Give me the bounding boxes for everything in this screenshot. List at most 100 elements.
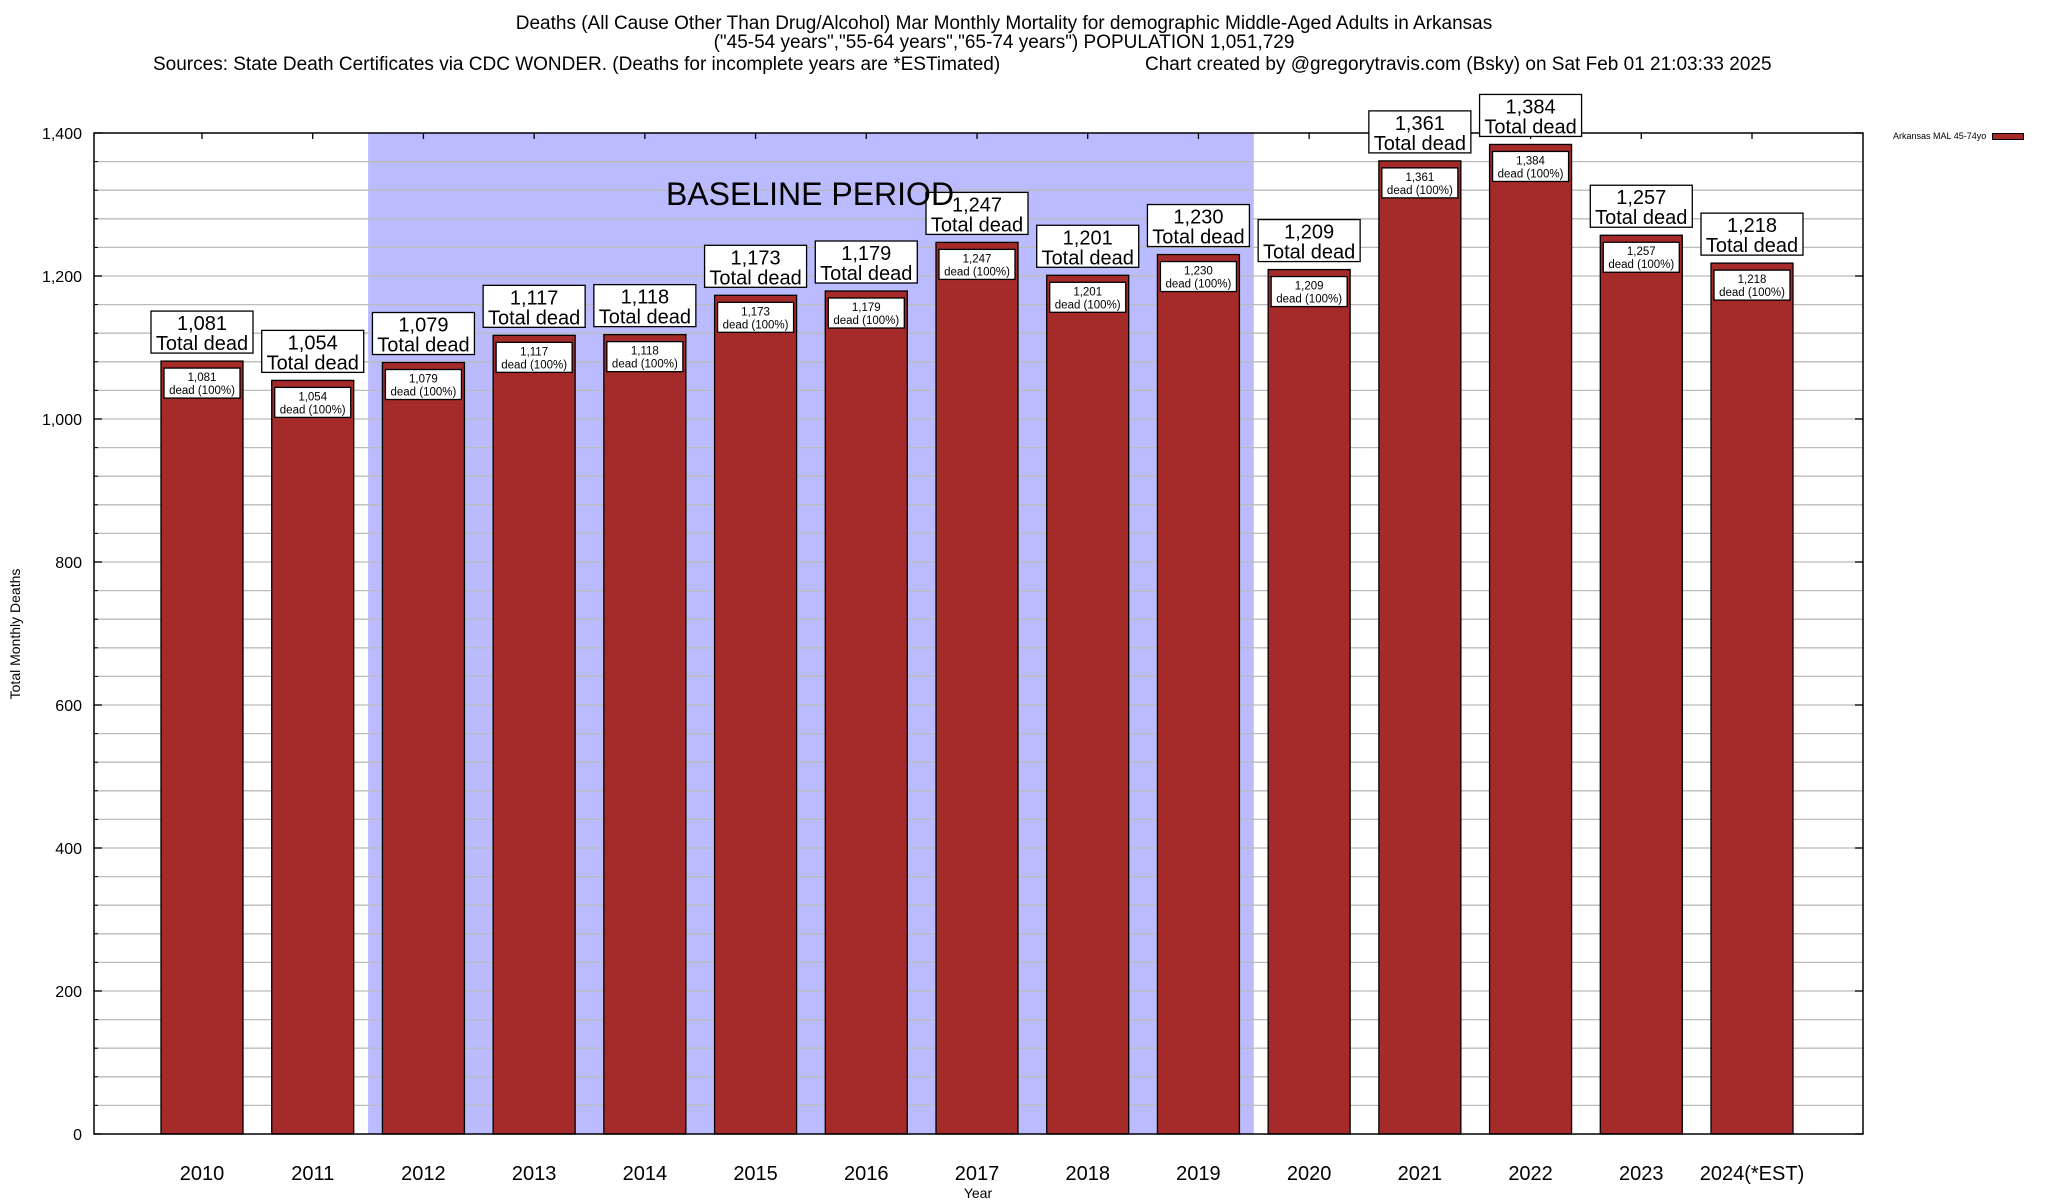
total-label-text: Total dead	[488, 307, 580, 329]
bar-2015	[713, 294, 798, 1135]
total-label-value: 1,247	[952, 194, 1002, 216]
total-label-value: 1,179	[841, 243, 891, 265]
inner-label-value: 1,173	[741, 306, 770, 318]
inner-label-percent: dead (100%)	[1165, 279, 1231, 291]
credit-note: Chart created by @gregorytravis.com (Bsk…	[1145, 54, 1772, 75]
inner-label-percent: dead (100%)	[1498, 168, 1564, 180]
inner-label-percent: dead (100%)	[280, 404, 346, 416]
inner-label-percent: dead (100%)	[833, 315, 899, 327]
x-tick-label: 2014	[623, 1163, 668, 1185]
bar-2017	[935, 241, 1019, 1135]
inner-label-box	[606, 340, 684, 373]
sources-note: Sources: State Death Certificates via CD…	[153, 54, 1001, 75]
baseline-period-label: BASELINE PERIOD	[666, 176, 954, 212]
inner-label-percent: dead (100%)	[390, 387, 456, 399]
x-tick-label: 2021	[1398, 1163, 1443, 1185]
legend: Arkansas MAL 45-74yo	[1893, 131, 2025, 141]
bar-2010	[160, 360, 244, 1135]
inner-label-box	[1602, 241, 1680, 273]
inner-label-value: 1,209	[1295, 281, 1324, 293]
y-axis-label: Total Monthly Deaths	[7, 569, 23, 700]
inner-label-box	[827, 297, 905, 329]
inner-label-box	[716, 301, 795, 333]
bar-2023	[1599, 234, 1683, 1135]
inner-label-box	[274, 386, 352, 419]
total-label-box	[1146, 203, 1251, 248]
total-label-value: 1,117	[510, 287, 559, 309]
total-label-text: Total dead	[599, 307, 691, 329]
total-label-box	[1589, 184, 1693, 228]
total-label-box	[482, 284, 586, 328]
total-label-value: 1,079	[398, 315, 448, 337]
total-label-text: Total dead	[709, 267, 801, 289]
inner-label-percent: dead (100%)	[612, 359, 678, 371]
inner-label-box	[938, 248, 1016, 281]
y-tick-label: 1,400	[42, 126, 82, 143]
bar-2011	[271, 379, 355, 1135]
y-tick-label: 800	[55, 555, 82, 572]
plot-frame	[93, 132, 1864, 1135]
total-label-text: Total dead	[1484, 116, 1576, 138]
total-label-value: 1,201	[1063, 227, 1113, 249]
inner-label-percent: dead (100%)	[1719, 287, 1785, 299]
total-label-value: 1,081	[177, 313, 227, 335]
inner-label-box	[1713, 269, 1791, 301]
total-label-box	[261, 329, 365, 374]
inner-label-percent: dead (100%)	[1276, 294, 1342, 306]
y-tick-label: 400	[55, 841, 82, 858]
total-label-box	[371, 311, 476, 356]
x-tick-label: 2016	[844, 1163, 889, 1185]
inner-label-box	[1381, 167, 1459, 199]
inner-label-box	[1049, 281, 1127, 313]
total-label-box	[150, 310, 254, 354]
y-tick-label: 600	[55, 698, 82, 715]
chart-subtitle: ("45-54 years","55-64 years","65-74 year…	[713, 32, 1295, 53]
x-tick-label: 2017	[955, 1163, 1000, 1185]
total-label-box	[925, 191, 1029, 236]
legend-swatch	[1992, 132, 2025, 140]
total-label-box	[703, 244, 808, 288]
inner-label-value: 1,201	[1073, 286, 1102, 298]
bar-2024(*EST)	[1710, 262, 1794, 1135]
bar-2018	[1046, 274, 1130, 1135]
x-tick-label: 2022	[1508, 1163, 1553, 1185]
inner-label-value: 1,361	[1405, 172, 1434, 184]
inner-label-value: 1,079	[409, 374, 438, 386]
inner-label-percent: dead (100%)	[1387, 185, 1453, 197]
total-label-box	[1478, 93, 1583, 138]
inner-label-percent: dead (100%)	[1055, 299, 1121, 311]
inner-label-percent: dead (100%)	[169, 385, 235, 397]
total-label-text: Total dead	[1595, 207, 1687, 229]
bar-2021	[1378, 160, 1462, 1135]
inner-label-box	[1159, 260, 1238, 293]
inner-label-value: 1,118	[631, 346, 659, 358]
inner-label-box	[495, 341, 573, 373]
bar-2020	[1267, 268, 1351, 1135]
total-label-value: 1,173	[731, 247, 781, 269]
bar-2019	[1156, 253, 1241, 1135]
inner-label-value: 1,384	[1516, 155, 1545, 167]
total-label-box	[1368, 110, 1472, 154]
total-label-text: Total dead	[1706, 235, 1798, 257]
total-label-text: Total dead	[1042, 247, 1134, 269]
y-tick-label: 0	[73, 1127, 82, 1144]
inner-label-box	[163, 367, 241, 399]
total-label-box	[1257, 218, 1361, 263]
total-label-value: 1,054	[288, 332, 338, 354]
total-label-text: Total dead	[820, 263, 912, 285]
inner-label-value: 1,054	[298, 391, 327, 403]
inner-label-box	[1491, 150, 1570, 183]
total-label-value: 1,361	[1395, 113, 1445, 135]
y-tick-label: 1,200	[42, 269, 82, 286]
x-tick-label: 2020	[1287, 1163, 1332, 1185]
x-tick-label: 2018	[1065, 1163, 1110, 1185]
inner-label-box	[384, 368, 463, 401]
total-label-text: Total dead	[1263, 242, 1355, 264]
total-label-text: Total dead	[1374, 133, 1466, 155]
legend-label: Arkansas MAL 45-74yo	[1893, 131, 1987, 141]
total-label-value: 1,257	[1616, 187, 1666, 209]
x-tick-label: 2019	[1176, 1163, 1221, 1185]
inner-label-percent: dead (100%)	[1608, 259, 1674, 271]
total-label-text: Total dead	[931, 214, 1023, 236]
